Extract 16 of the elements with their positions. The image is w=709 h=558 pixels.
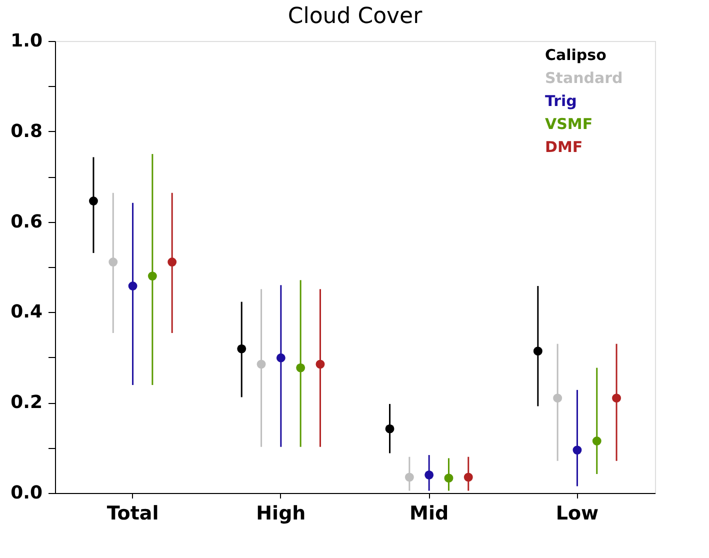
- text: DMF: [545, 138, 583, 156]
- y-tick-label: 0.0: [10, 482, 42, 504]
- x-tick-label: Total: [106, 502, 159, 524]
- y-tick-label: 0.2: [10, 392, 42, 414]
- y-tick-label: 1.0: [10, 30, 42, 52]
- x-tick-label: High: [256, 502, 306, 524]
- y-tick-label: 0.6: [10, 211, 42, 232]
- text: Calipso: [545, 46, 606, 64]
- text: Standard: [545, 69, 623, 87]
- y-tick-label: 0.8: [10, 120, 42, 142]
- text: VSMF: [545, 115, 593, 133]
- x-tick-label: Low: [556, 502, 599, 524]
- chart-title: Cloud Cover: [288, 4, 424, 29]
- y-tick-label: 0.4: [10, 302, 42, 323]
- text: Trig: [545, 92, 577, 110]
- x-tick-label: Mid: [410, 502, 449, 524]
